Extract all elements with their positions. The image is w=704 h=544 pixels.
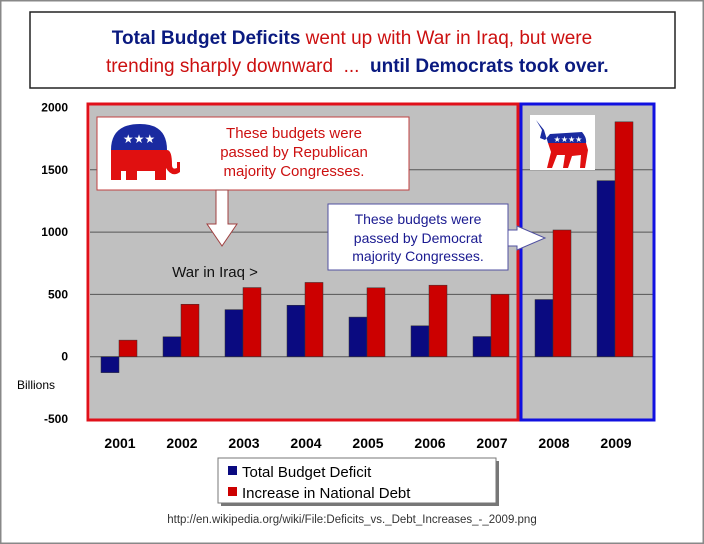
title-emphasis-2: until Democrats took over. bbox=[370, 56, 609, 77]
title-emphasis-1: Total Budget Deficits bbox=[112, 28, 301, 49]
bar-debt-2008 bbox=[552, 229, 572, 357]
bar-deficit-2008 bbox=[534, 299, 554, 357]
x-tick-label: 2006 bbox=[414, 435, 445, 451]
bar-debt-2001 bbox=[118, 339, 138, 357]
republican-period-box bbox=[86, 102, 520, 422]
bar-debt-2009 bbox=[614, 121, 634, 357]
bar-debt-2007 bbox=[490, 294, 510, 357]
democrat-callout-line: passed by Democrat bbox=[354, 230, 483, 246]
y-axis-label: Billions bbox=[17, 378, 55, 392]
x-tick-label: 2005 bbox=[352, 435, 383, 451]
x-tick-label: 2007 bbox=[476, 435, 507, 451]
title-text-1: went up with War in Iraq, but were bbox=[300, 28, 592, 49]
democrat-callout-line: These budgets were bbox=[355, 211, 482, 227]
title-text-2: trending sharply downward ... bbox=[106, 56, 370, 77]
legend-label-debt: Increase in National Debt bbox=[242, 485, 411, 502]
democrat-callout bbox=[327, 203, 509, 271]
svg-text:★★★: ★★★ bbox=[123, 132, 155, 146]
bar-debt-2003 bbox=[242, 287, 262, 357]
bar-deficit-2004 bbox=[286, 304, 306, 357]
y-tick-label: 500 bbox=[48, 287, 68, 301]
legend bbox=[217, 457, 497, 504]
x-tick-label: 2009 bbox=[600, 435, 631, 451]
elephant-icon: ★★★ bbox=[111, 124, 180, 180]
legend-swatch-debt bbox=[228, 487, 237, 496]
republican-callout-line: These budgets were bbox=[226, 125, 362, 142]
title-line-1: Total Budget Deficits went up with War i… bbox=[112, 28, 592, 49]
legend-label-deficit: Total Budget Deficit bbox=[242, 464, 372, 481]
bar-debt-2004 bbox=[304, 282, 324, 357]
bar-deficit-2009 bbox=[596, 180, 616, 357]
democrat-period-box bbox=[519, 102, 656, 422]
bar-deficit-2002 bbox=[162, 336, 182, 357]
title-line-2: trending sharply downward ... until Demo… bbox=[80, 56, 625, 77]
y-tick-label: -500 bbox=[44, 412, 68, 426]
x-tick-label: 2003 bbox=[228, 435, 259, 451]
donkey-icon: ★★★★ bbox=[530, 115, 595, 170]
x-tick-label: 2004 bbox=[290, 435, 321, 451]
republican-callout-line: majority Congresses. bbox=[224, 163, 365, 180]
bar-deficit-2003 bbox=[224, 309, 244, 357]
down-arrow-icon bbox=[206, 189, 238, 247]
bar-debt-2005 bbox=[366, 287, 386, 357]
y-tick-label: 1500 bbox=[41, 163, 68, 177]
republican-callout-line: passed by Republican bbox=[220, 144, 368, 161]
title-box bbox=[29, 11, 676, 89]
bar-deficit-2006 bbox=[410, 325, 430, 357]
x-tick-label: 2001 bbox=[104, 435, 135, 451]
bar-debt-2006 bbox=[428, 284, 448, 357]
y-tick-label: 0 bbox=[61, 350, 68, 364]
democrat-callout-line: majority Congresses. bbox=[352, 248, 484, 264]
bar-deficit-2005 bbox=[348, 316, 368, 357]
right-arrow-icon bbox=[507, 225, 547, 251]
y-tick-label: 2000 bbox=[41, 101, 68, 115]
x-tick-label: 2008 bbox=[538, 435, 569, 451]
bar-deficit-2007 bbox=[472, 336, 492, 357]
war-in-iraq-label: War in Iraq > bbox=[172, 264, 258, 281]
y-tick-label: 1000 bbox=[41, 225, 68, 239]
svg-text:★★★★: ★★★★ bbox=[554, 135, 583, 144]
bar-debt-2002 bbox=[180, 303, 200, 357]
source-url: http://en.wikipedia.org/wiki/File:Defici… bbox=[167, 514, 536, 526]
x-tick-label: 2002 bbox=[166, 435, 197, 451]
bar-deficit-2001 bbox=[100, 356, 120, 373]
legend-swatch-deficit bbox=[228, 466, 237, 475]
